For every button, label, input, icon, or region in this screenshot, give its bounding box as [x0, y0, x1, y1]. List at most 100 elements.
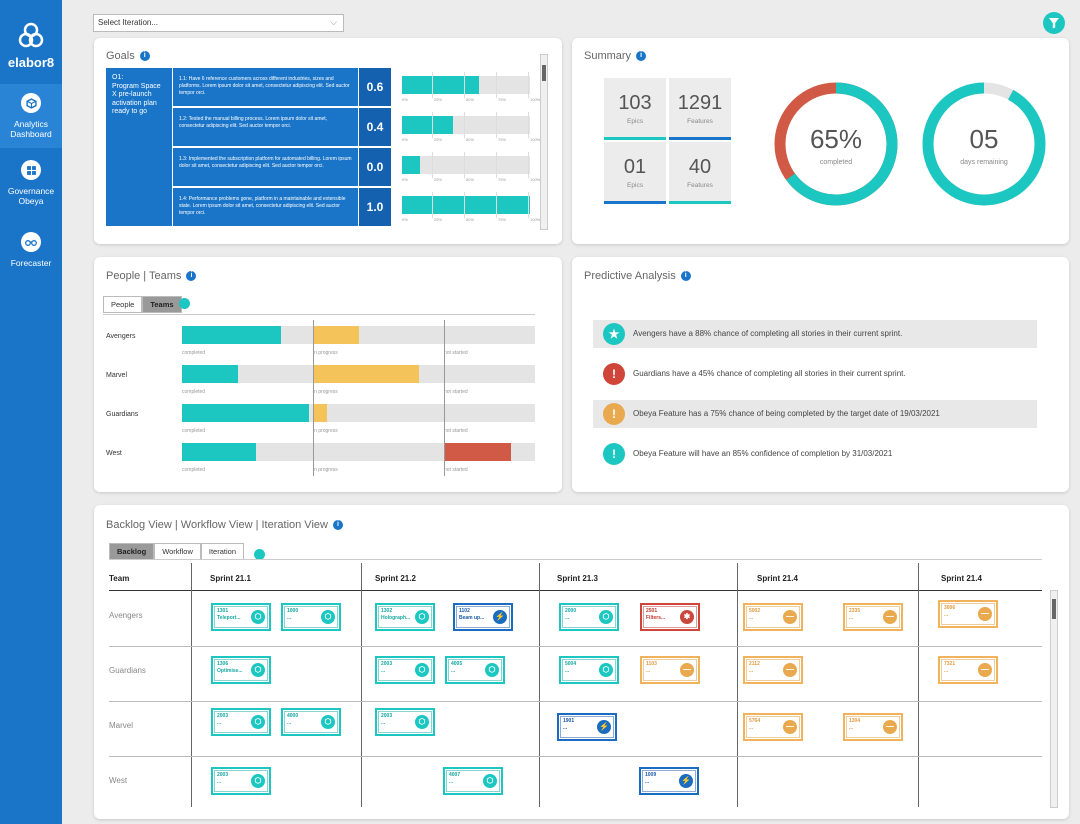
iteration-select[interactable]: Select Iteration... ⌵ — [93, 14, 344, 32]
prediction-row: ★ Avengers have a 88% chance of completin… — [593, 320, 1037, 348]
work-item-card[interactable]: 2335... — — [843, 603, 903, 631]
predictive-title-text: Predictive Analysis — [584, 270, 676, 282]
backlog-scrollbar[interactable] — [1050, 590, 1058, 808]
prediction-text: Obeya Feature has a 75% chance of being … — [633, 409, 940, 418]
team-label: Marvel — [109, 721, 134, 730]
tick-label: 50% — [466, 97, 475, 102]
goal-progress-fill — [402, 156, 420, 174]
alert-icon: ! — [603, 363, 625, 385]
info-icon[interactable]: i — [186, 271, 197, 282]
work-item-card[interactable]: 1306 Optimise... ⬡ — [211, 656, 271, 684]
minus-icon: — — [978, 663, 992, 677]
donut-progress — [922, 82, 1046, 206]
bolt-icon: ⚡ — [679, 774, 693, 788]
work-item-card[interactable]: 1302 Holograph... ⬡ — [375, 603, 435, 631]
card-id: 4000 — [287, 713, 299, 719]
cube-icon: ⬡ — [321, 610, 335, 624]
work-item-card[interactable]: 4007... ⬡ — [443, 767, 503, 795]
stat-label: Features — [687, 182, 713, 189]
column-header: Sprint 21.2 — [375, 574, 416, 583]
work-item-card[interactable]: 2003... ⬡ — [211, 767, 271, 795]
work-item-card[interactable]: 5002... — — [743, 603, 803, 631]
work-item-card[interactable]: 2003... ⬡ — [211, 708, 271, 736]
card-name: Optimise... — [217, 668, 243, 674]
filter-icon[interactable] — [254, 549, 265, 560]
info-icon[interactable]: i — [139, 51, 150, 62]
info-icon[interactable]: i — [636, 51, 647, 62]
card-id: 2003 — [217, 772, 229, 778]
grid-icon — [21, 160, 41, 180]
work-item-card[interactable]: 1102 Beam up... ⚡ — [453, 603, 513, 631]
card-name: ... — [287, 615, 292, 621]
work-item-card[interactable]: 1304... — — [843, 713, 903, 741]
card-id: 1000 — [287, 608, 299, 614]
divider — [109, 559, 1042, 560]
work-item-card[interactable]: 1000... ⬡ — [281, 603, 341, 631]
cube-icon: ⬡ — [251, 715, 265, 729]
stat-features-2: 40 Features — [669, 142, 731, 204]
people-title-text: People | Teams — [106, 270, 182, 282]
minus-icon: — — [883, 720, 897, 734]
nav-label: Forecaster — [10, 258, 52, 268]
gridline — [464, 72, 465, 98]
work-item-card[interactable]: 2003... ⬡ — [375, 656, 435, 684]
tab-iteration[interactable]: Iteration — [200, 543, 244, 560]
work-item-card[interactable]: 7321... — — [938, 656, 998, 684]
completed-segment — [182, 326, 281, 344]
work-item-card[interactable]: 5764... — — [743, 713, 803, 741]
card-id: 2000 — [565, 608, 577, 614]
work-item-card[interactable]: 3006... — — [938, 600, 998, 628]
cube-icon: ⬡ — [251, 610, 265, 624]
card-id: 4007 — [449, 772, 461, 778]
card-name: ... — [563, 725, 568, 731]
card-name: ... — [449, 779, 454, 785]
nav-analytics-dashboard[interactable]: Analytics Dashboard — [0, 84, 62, 148]
legend-label: not started — [444, 467, 468, 473]
work-item-card[interactable]: 2003... ⬡ — [375, 708, 435, 736]
work-item-card[interactable]: 2501 Filters... ✱ — [640, 603, 700, 631]
tab-workflow[interactable]: Workflow — [154, 543, 201, 560]
filter-icon[interactable] — [179, 298, 190, 309]
gridline — [464, 152, 465, 178]
info-icon[interactable]: i — [680, 271, 691, 282]
prediction-row: ! Guardians have a 45% chance of completi… — [593, 360, 1037, 388]
minus-icon: — — [680, 663, 694, 677]
alert-icon: ! — [603, 443, 625, 465]
work-item-card[interactable]: 1009... ⚡ — [639, 767, 699, 795]
work-item-card[interactable]: 4005... ⬡ — [445, 656, 505, 684]
tick-label: 50% — [466, 177, 475, 182]
info-icon[interactable]: i — [332, 520, 343, 531]
work-item-card[interactable]: 4000... ⬡ — [281, 708, 341, 736]
logo[interactable]: elabor8 — [0, 22, 62, 70]
stat-number: 103 — [618, 92, 652, 114]
card-id: 1301 — [217, 608, 229, 614]
gridline — [432, 112, 433, 138]
work-item-card[interactable]: 1901... ⚡ — [557, 713, 617, 741]
card-name: ... — [565, 668, 570, 674]
card-id: 1302 — [381, 608, 393, 614]
donut-progress — [774, 82, 898, 206]
tick-label: 0% — [402, 97, 408, 102]
tab-teams[interactable]: Teams — [142, 296, 182, 313]
filter-icon — [1049, 18, 1059, 29]
work-item-card[interactable]: 2000... ⬡ — [559, 603, 619, 631]
goals-scrollbar[interactable] — [540, 54, 548, 230]
work-item-card[interactable]: 1103... — — [640, 656, 700, 684]
card-name: Beam up... — [459, 615, 485, 621]
goal-axis: 0% 25% 50% 75% 100% — [402, 217, 540, 223]
tab-people[interactable]: People — [103, 296, 143, 313]
work-item-card[interactable]: 5004... ⬡ — [559, 656, 619, 684]
nav-forecaster[interactable]: Forecaster — [0, 232, 62, 282]
card-name: ... — [849, 615, 854, 621]
work-item-card[interactable]: 2112... — — [743, 656, 803, 684]
header-line — [109, 590, 1042, 591]
filter-button[interactable] — [1043, 12, 1065, 34]
tick-label: 75% — [498, 97, 507, 102]
work-item-card[interactable]: 1301 Teleport... ⬡ — [211, 603, 271, 631]
goal-objective: O1: Program Space X pre-launch activatio… — [106, 68, 172, 226]
nav-governance-obeya[interactable]: Governance Obeya — [0, 160, 62, 220]
predictive-card — [572, 257, 1069, 492]
cube-icon: ⬡ — [599, 610, 613, 624]
tab-backlog[interactable]: Backlog — [109, 543, 155, 560]
minus-icon: — — [783, 720, 797, 734]
